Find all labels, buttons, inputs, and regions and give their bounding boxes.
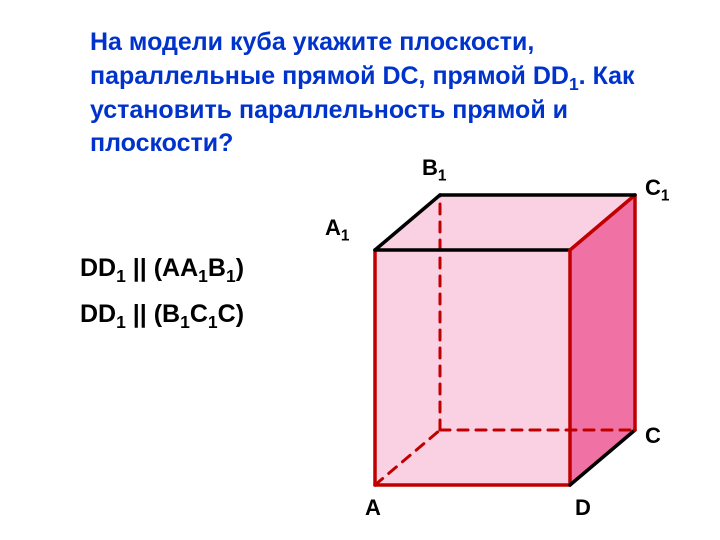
vertex-label-B1: B1 (422, 155, 446, 181)
cube-diagram: A D C A1 B1 C1 (300, 155, 680, 535)
problem-title: На модели куба укажите плоскости, паралл… (90, 26, 660, 161)
vertex-label-C: C (645, 423, 661, 449)
formula-1: DD1 || (AA1B1) (80, 254, 244, 283)
vertex-label-D: D (575, 495, 591, 521)
formula-2: DD1 || (B1C1C) (80, 300, 244, 329)
vertex-label-A: A (365, 495, 381, 521)
vertex-label-C1: C1 (645, 175, 669, 201)
vertex-label-A1: A1 (325, 215, 349, 241)
